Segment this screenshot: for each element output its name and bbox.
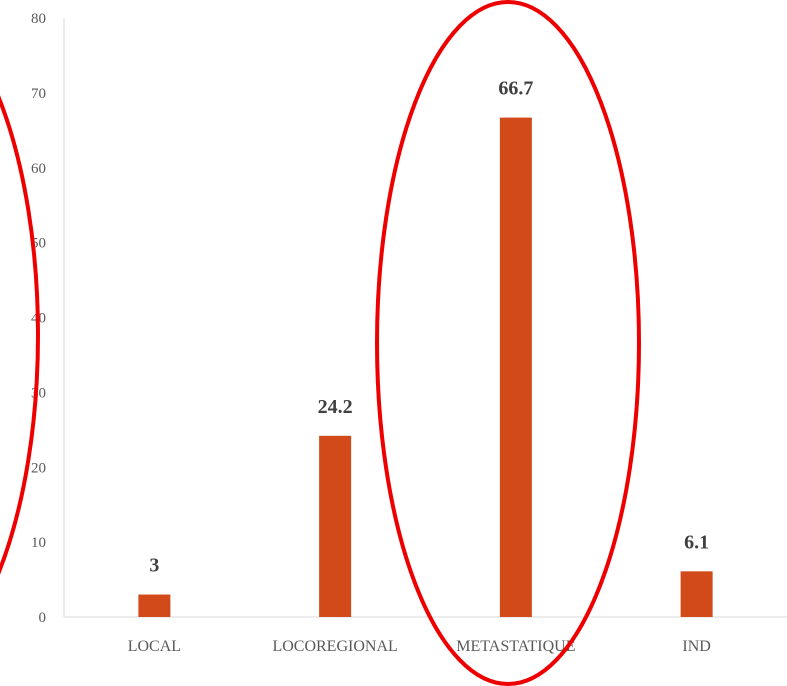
y-tick-label: 80 [31, 11, 46, 27]
bar [138, 594, 171, 617]
data-label: 66.7 [498, 78, 533, 100]
y-tick-label: 10 [31, 535, 46, 551]
x-tick-label: IND [682, 638, 710, 655]
data-label: 24.2 [318, 396, 353, 418]
x-tick-label: LOCAL [128, 638, 181, 655]
data-labels: 3 24.2 66.7 6.1 [149, 78, 709, 577]
bar [680, 571, 713, 617]
category-labels: LOCAL LOCOREGIONAL METASTATIQUE IND [128, 638, 711, 655]
y-tick-label: 60 [31, 161, 46, 177]
annotation-ellipse [0, 95, 40, 575]
y-tick-label: 30 [31, 385, 46, 401]
x-tick-label: METASTATIQUE [456, 638, 575, 655]
annotation-ellipse [375, 0, 641, 686]
bar [499, 117, 532, 618]
axes [63, 18, 787, 618]
annotations [0, 0, 641, 686]
data-label: 6.1 [684, 531, 709, 553]
data-label: 3 [149, 555, 159, 577]
x-tick-label: LOCOREGIONAL [272, 638, 397, 655]
y-tick-label: 70 [31, 86, 46, 102]
bars [138, 117, 713, 618]
y-tick-label: 20 [31, 460, 46, 476]
bar [319, 435, 352, 617]
y-tick-label: 0 [39, 610, 47, 626]
